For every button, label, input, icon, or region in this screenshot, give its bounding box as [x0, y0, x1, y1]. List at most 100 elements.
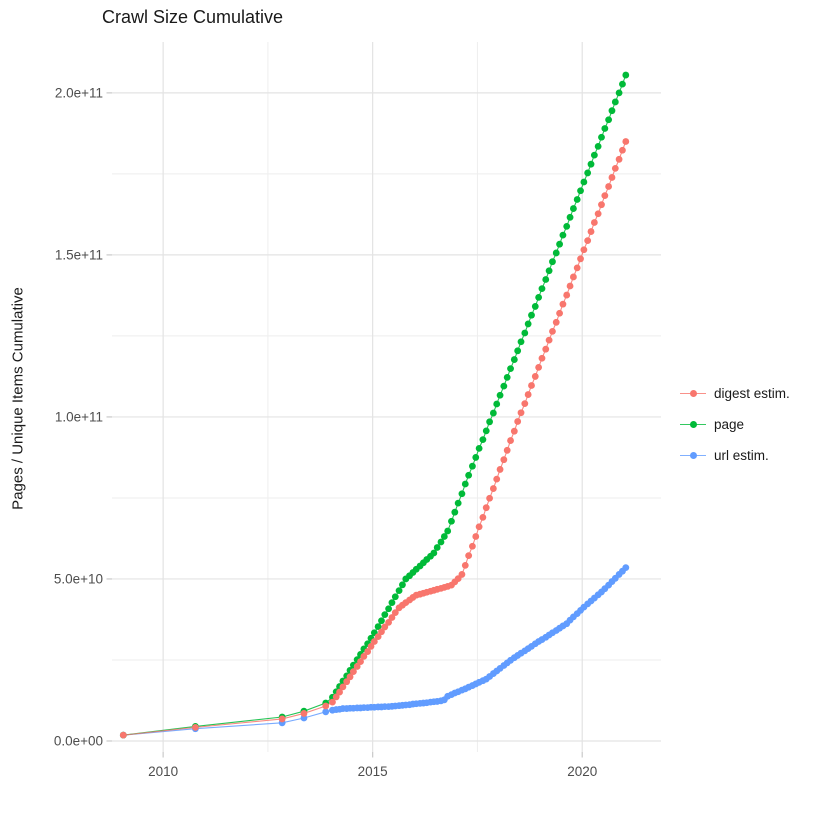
- data-point-page: [587, 160, 595, 168]
- data-point-page: [472, 454, 480, 461]
- data-point-digest-estim: [374, 633, 382, 641]
- y-tick-label: 0.0e+00: [54, 733, 103, 748]
- data-point-digest-estim: [535, 363, 543, 371]
- data-point-digest-estim: [385, 618, 392, 626]
- data-point-page: [570, 205, 577, 212]
- data-point-page: [542, 276, 550, 283]
- data-point-digest-estim: [580, 246, 588, 254]
- data-point-digest-estim: [360, 653, 368, 660]
- data-point-digest-estim: [489, 485, 497, 492]
- legend-key-page-icon: [680, 420, 706, 430]
- data-point-page: [608, 107, 616, 115]
- data-point-digest-estim: [570, 273, 577, 281]
- data-point-digest-estim: [329, 698, 336, 706]
- data-point-digest-estim: [521, 400, 529, 408]
- data-point-page: [517, 338, 525, 346]
- data-point-digest-estim: [598, 201, 605, 209]
- legend-item-url-estim: url estim.: [680, 440, 790, 471]
- data-point-digest-estim: [343, 678, 351, 686]
- data-point-digest-estim: [336, 688, 343, 696]
- data-point-digest-estim: [482, 504, 490, 512]
- data-point-page: [556, 240, 563, 248]
- data-point-page: [399, 581, 406, 589]
- data-point-digest-estim: [486, 494, 493, 502]
- data-point-digest-estim: [622, 138, 630, 145]
- data-point-page: [448, 517, 455, 525]
- data-point-page: [622, 71, 630, 79]
- data-point-digest-estim: [619, 146, 626, 154]
- x-tick-label: 2020: [567, 764, 597, 779]
- data-point-digest-estim: [542, 345, 550, 353]
- data-point-page: [444, 527, 452, 535]
- data-point-page: [552, 249, 560, 257]
- data-point-digest-estim: [479, 513, 487, 521]
- data-point-digest-estim: [517, 409, 525, 417]
- data-point-digest-estim: [278, 715, 286, 723]
- data-point-page: [521, 329, 529, 337]
- y-tick-label: 1.5e+11: [55, 247, 103, 262]
- data-point-digest-estim: [611, 164, 619, 172]
- data-point-digest-estim: [601, 192, 609, 200]
- data-point-page: [374, 623, 382, 630]
- data-point-page: [440, 533, 448, 540]
- data-point-page: [469, 462, 476, 470]
- data-point-digest-estim: [391, 609, 399, 617]
- legend-label-page: page: [714, 417, 745, 432]
- data-point-digest-estim: [465, 552, 473, 560]
- data-point-page: [563, 222, 571, 230]
- data-point-digest-estim: [469, 542, 476, 550]
- data-point-page: [531, 303, 539, 310]
- data-point-page: [381, 611, 389, 619]
- data-point-page: [454, 499, 462, 507]
- data-point-digest-estim: [475, 523, 483, 531]
- data-point-page: [528, 311, 535, 319]
- data-point-digest-estim: [549, 327, 556, 335]
- data-point-digest-estim: [563, 291, 571, 299]
- data-point-digest-estim: [322, 702, 330, 710]
- data-point-page: [524, 320, 532, 328]
- data-point-digest-estim: [458, 571, 466, 578]
- data-point-digest-estim: [119, 731, 127, 739]
- data-point-digest-estim: [353, 663, 361, 670]
- data-point-page: [538, 285, 546, 293]
- data-point-digest-estim: [191, 723, 199, 731]
- data-point-page: [489, 409, 497, 417]
- data-point-digest-estim: [566, 282, 574, 290]
- data-point-page: [496, 391, 504, 399]
- data-point-digest-estim: [587, 228, 595, 235]
- data-point-page: [601, 125, 609, 132]
- legend-label-digest-estim: digest estim.: [714, 386, 790, 401]
- data-point-page: [395, 587, 403, 595]
- data-point-digest-estim: [559, 300, 567, 308]
- data-point-digest-estim: [573, 264, 581, 272]
- data-point-digest-estim: [332, 693, 340, 701]
- data-point-digest-estim: [545, 336, 553, 344]
- data-point-digest-estim: [552, 318, 560, 326]
- data-point-digest-estim: [388, 614, 396, 621]
- data-point-page: [514, 347, 522, 355]
- data-point-url-estim: [322, 708, 330, 716]
- data-point-digest-estim: [524, 391, 532, 398]
- data-point-page: [391, 593, 399, 601]
- data-point-page: [615, 89, 623, 97]
- y-tick-label: 1.0e+11: [55, 409, 103, 424]
- data-point-digest-estim: [590, 219, 598, 226]
- series-line-digest-estim: [123, 141, 627, 736]
- data-point-page: [605, 116, 613, 124]
- data-point-page: [611, 98, 619, 106]
- data-point-digest-estim: [461, 561, 469, 569]
- data-point-page: [461, 480, 469, 488]
- data-point-digest-estim: [493, 475, 501, 483]
- data-point-digest-estim: [528, 382, 535, 389]
- data-point-page: [545, 267, 553, 275]
- data-point-page: [378, 617, 385, 625]
- data-point-page: [458, 490, 466, 498]
- x-tick-label: 2015: [358, 764, 388, 779]
- legend-key-digest-estim-icon: [680, 389, 706, 399]
- data-point-digest-estim: [514, 418, 522, 425]
- data-point-digest-estim: [538, 354, 546, 362]
- data-point-page: [430, 549, 438, 557]
- data-point-digest-estim: [367, 642, 375, 650]
- data-point-page: [437, 538, 445, 546]
